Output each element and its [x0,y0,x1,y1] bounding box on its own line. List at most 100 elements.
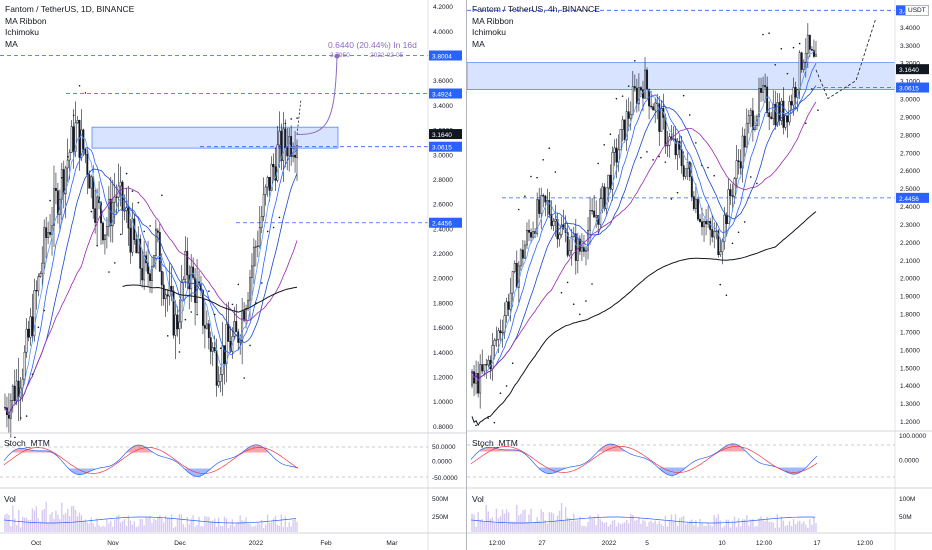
ichimoku-dot [296,117,298,119]
candle-body [790,101,793,106]
ichimoku-dot [572,303,575,306]
vol-label-1d[interactable]: Vol [4,494,16,504]
volume-bar [760,516,762,532]
symbol-title-1d[interactable]: Fantom / TetherUS, 1D, BINANCE [5,4,135,14]
chart-canvas-1d[interactable]: 4.20004.00003.80003.60003.40003.20003.00… [0,0,466,550]
currency-unit-badge[interactable]: USDT [905,5,929,16]
candle-body [528,229,530,233]
candle-body [86,154,89,175]
volume-bar [153,518,155,532]
candle-body [292,154,295,157]
volume-bar [172,527,175,532]
candle-body [717,230,720,255]
candle-body [160,270,163,286]
volume-bar [67,508,69,532]
candle-body [713,230,716,238]
legend-1d: Fantom / TetherUS, 1D, BINANCE MA Ribbon… [5,4,134,50]
volume-bar [711,526,713,532]
volume-bar [556,515,559,532]
ichimoku-dot [524,195,526,197]
stoch-tick-label: 50.0000 [432,444,456,451]
price-tick-label: 3.4000 [900,25,920,32]
stoch-mtm-label-4h[interactable]: Stoch_MTM [472,438,518,448]
volume-bar [648,521,650,532]
candle-body [485,364,488,366]
ichimoku-dot [682,94,685,97]
volume-bar [96,518,98,532]
candle-body [786,115,789,123]
candle-body [76,120,79,124]
volume-bar [638,517,640,532]
chart-panel-1d[interactable]: 4.20004.00003.80003.60003.40003.20003.00… [0,0,466,550]
ichimoku-dot [114,262,116,264]
volume-bar [23,517,26,532]
candle-body [660,108,663,132]
candle-body [17,380,20,398]
volume-bar [155,519,157,532]
candle-body [589,210,592,231]
candle-body [258,227,261,247]
chart-canvas-4h[interactable]: 3.40003.30003.20003.10003.00002.90002.80… [467,0,932,550]
volume-bar [703,525,705,532]
candle-body [62,169,65,195]
candle-body [635,87,638,105]
candle-body [131,218,134,253]
volume-bar [768,522,770,532]
volume-bar [725,519,728,532]
candle-body [676,141,679,156]
candle-body [680,149,683,166]
ichimoku-dot [621,95,624,97]
volume-bar [748,525,750,532]
indicator-ichimoku-1d[interactable]: Ichimoku [5,27,40,37]
price-tick-label: 2.9000 [900,114,920,121]
volume-bar [90,517,92,532]
price-label-bg [429,141,462,152]
vol-label-4h[interactable]: Vol [472,494,484,504]
candle-body [174,314,177,336]
symbol-title-4h[interactable]: Fantom / TetherUS, 4h, BINANCE [472,4,600,14]
candle-body [475,373,478,384]
ichimoku-dot [768,32,770,34]
indicator-ma-ribbon-4h[interactable]: MA Ribbon [472,15,514,26]
stoch-mtm-label-1d[interactable]: Stoch_MTM [4,438,50,448]
candle-body [251,265,253,278]
volume-bar [680,517,683,532]
volume-bar [632,514,634,532]
ichimoku-dot [149,225,151,227]
ichimoku-dot [517,208,520,211]
candle-body [595,215,598,218]
indicator-ma-4h[interactable]: MA [472,38,485,49]
ichimoku-dot [652,159,654,161]
price-tick-label: 0.8000 [433,424,453,431]
candle-body [682,165,685,177]
time-tick-label: 10 [718,540,726,547]
indicator-ma-1d[interactable]: MA [5,38,18,49]
volume-bar [10,525,12,532]
candle-body [587,229,589,251]
candle-body [143,255,146,281]
candle-body [696,198,699,220]
candle-body [652,106,655,111]
volume-bar [72,505,75,532]
volume-bar [723,525,726,532]
volume-bar [630,514,632,532]
time-tick-label: 5 [645,540,649,547]
volume-bar [678,518,681,532]
candle-body [225,324,228,364]
candle-body [227,324,230,342]
volume-bar [505,509,508,532]
ichimoku-dot [505,385,508,387]
panel-divider[interactable] [466,0,467,550]
chart-panel-4h[interactable]: 3.40003.30003.20003.10003.00002.90002.80… [467,0,932,550]
ichimoku-dot [219,347,222,350]
candle-body [609,174,612,190]
candle-body [749,110,752,116]
volume-bar [288,522,290,532]
candle-body [560,224,563,235]
indicator-ma-ribbon-1d[interactable]: MA Ribbon [5,15,47,26]
indicator-ichimoku-4h[interactable]: Ichimoku [472,27,507,37]
candle-body [479,364,482,394]
candle-body [125,207,128,211]
candle-body [513,262,516,272]
candle-body [149,273,151,281]
